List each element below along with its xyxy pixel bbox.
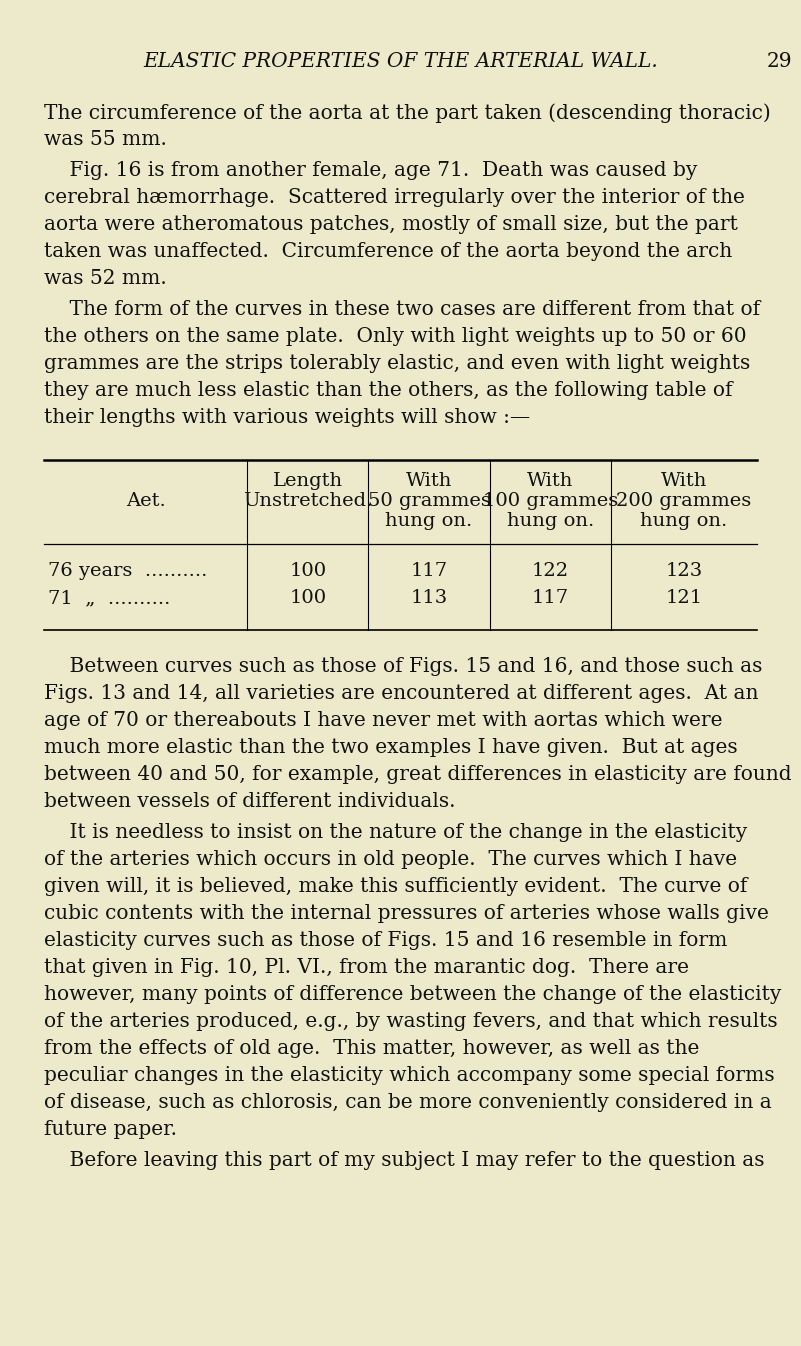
Text: 117: 117 xyxy=(410,563,448,580)
Text: Unstretched.: Unstretched. xyxy=(244,493,372,510)
Text: 71  „  ..........: 71 „ .......... xyxy=(48,590,171,607)
Text: aorta were atheromatous patches, mostly of small size, but the part: aorta were atheromatous patches, mostly … xyxy=(44,215,738,234)
Text: Between curves such as those of Figs. 15 and 16, and those such as: Between curves such as those of Figs. 15… xyxy=(44,657,763,676)
Text: 121: 121 xyxy=(666,590,702,607)
Text: their lengths with various weights will show :—: their lengths with various weights will … xyxy=(44,408,530,427)
Text: future paper.: future paper. xyxy=(44,1120,177,1139)
Text: that given in Fig. 10, Pl. VI., from the marantic dog.  There are: that given in Fig. 10, Pl. VI., from the… xyxy=(44,958,689,977)
Text: between 40 and 50, for example, great differences in elasticity are found: between 40 and 50, for example, great di… xyxy=(44,765,791,783)
Text: between vessels of different individuals.: between vessels of different individuals… xyxy=(44,791,456,812)
Text: 50 grammes: 50 grammes xyxy=(368,493,490,510)
Text: of disease, such as chlorosis, can be more conveniently considered in a: of disease, such as chlorosis, can be mo… xyxy=(44,1093,771,1112)
Text: the others on the same plate.  Only with light weights up to 50 or 60: the others on the same plate. Only with … xyxy=(44,327,747,346)
Text: hung on.: hung on. xyxy=(640,511,727,530)
Text: It is needless to insist on the nature of the change in the elasticity: It is needless to insist on the nature o… xyxy=(44,822,747,843)
Text: of the arteries produced, e.g., by wasting fevers, and that which results: of the arteries produced, e.g., by wasti… xyxy=(44,1012,778,1031)
Text: The form of the curves in these two cases are different from that of: The form of the curves in these two case… xyxy=(44,300,760,319)
Text: The circumference of the aorta at the part taken (descending thoracic): The circumference of the aorta at the pa… xyxy=(44,104,771,122)
Text: Length: Length xyxy=(273,472,343,490)
Text: however, many points of difference between the change of the elasticity: however, many points of difference betwe… xyxy=(44,985,781,1004)
Text: ELASTIC PROPERTIES OF THE ARTERIAL WALL.: ELASTIC PROPERTIES OF THE ARTERIAL WALL. xyxy=(143,52,658,71)
Text: much more elastic than the two examples I have given.  But at ages: much more elastic than the two examples … xyxy=(44,738,738,756)
Text: given will, it is believed, make this sufficiently evident.  The curve of: given will, it is believed, make this su… xyxy=(44,878,747,896)
Text: elasticity curves such as those of Figs. 15 and 16 resemble in form: elasticity curves such as those of Figs.… xyxy=(44,931,727,950)
Text: cubic contents with the internal pressures of arteries whose walls give: cubic contents with the internal pressur… xyxy=(44,905,769,923)
Text: 76 years  ..........: 76 years .......... xyxy=(48,563,207,580)
Text: peculiar changes in the elasticity which accompany some special forms: peculiar changes in the elasticity which… xyxy=(44,1066,775,1085)
Text: Before leaving this part of my subject I may refer to the question as: Before leaving this part of my subject I… xyxy=(44,1151,764,1170)
Text: 100: 100 xyxy=(289,563,326,580)
Text: Aet.: Aet. xyxy=(126,493,166,510)
Text: With: With xyxy=(527,472,574,490)
Text: age of 70 or thereabouts I have never met with aortas which were: age of 70 or thereabouts I have never me… xyxy=(44,711,723,730)
Text: was 55 mm.: was 55 mm. xyxy=(44,131,167,149)
Text: 113: 113 xyxy=(410,590,448,607)
Text: was 52 mm.: was 52 mm. xyxy=(44,269,167,288)
Text: With: With xyxy=(406,472,453,490)
Text: 200 grammes: 200 grammes xyxy=(616,493,751,510)
Text: taken was unaffected.  Circumference of the aorta beyond the arch: taken was unaffected. Circumference of t… xyxy=(44,242,732,261)
Text: cerebral hæmorrhage.  Scattered irregularly over the interior of the: cerebral hæmorrhage. Scattered irregular… xyxy=(44,188,745,207)
Text: Fig. 16 is from another female, age 71.  Death was caused by: Fig. 16 is from another female, age 71. … xyxy=(44,162,698,180)
Text: hung on.: hung on. xyxy=(506,511,594,530)
Text: 117: 117 xyxy=(532,590,569,607)
Text: 123: 123 xyxy=(666,563,702,580)
Text: of the arteries which occurs in old people.  The curves which I have: of the arteries which occurs in old peop… xyxy=(44,851,737,870)
Text: With: With xyxy=(661,472,707,490)
Text: they are much less elastic than the others, as the following table of: they are much less elastic than the othe… xyxy=(44,381,732,400)
Text: from the effects of old age.  This matter, however, as well as the: from the effects of old age. This matter… xyxy=(44,1039,699,1058)
Text: 100: 100 xyxy=(289,590,326,607)
Text: 122: 122 xyxy=(532,563,569,580)
Text: hung on.: hung on. xyxy=(385,511,473,530)
Text: 100 grammes: 100 grammes xyxy=(483,493,618,510)
Text: grammes are the strips tolerably elastic, and even with light weights: grammes are the strips tolerably elastic… xyxy=(44,354,751,373)
Text: 29: 29 xyxy=(767,52,793,71)
Text: Figs. 13 and 14, all varieties are encountered at different ages.  At an: Figs. 13 and 14, all varieties are encou… xyxy=(44,684,759,703)
